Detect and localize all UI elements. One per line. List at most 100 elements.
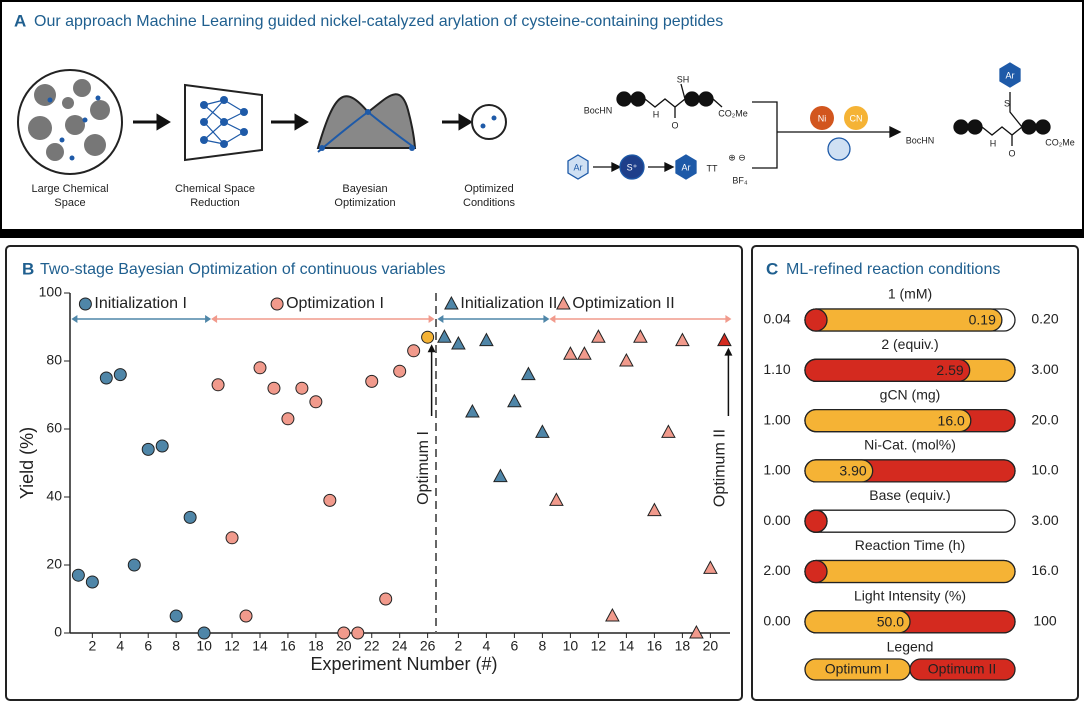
point <box>591 329 606 343</box>
bar-segment <box>804 559 828 584</box>
point <box>127 558 141 572</box>
x-tick-label: 8 <box>172 638 180 654</box>
span-arrowhead <box>211 315 218 323</box>
point <box>309 395 323 409</box>
x-tick-label: 20 <box>703 638 719 654</box>
panel-a-frame <box>0 0 1084 232</box>
chem-label: CO₂Me <box>718 108 748 118</box>
point <box>703 560 718 574</box>
bar-min: 1.00 <box>763 411 790 427</box>
chart-title: Two-stage Bayesian Optimization of conti… <box>40 261 446 278</box>
legend-label: Optimization I <box>286 295 384 312</box>
bar-min: 0.00 <box>763 613 790 629</box>
point <box>71 568 85 582</box>
bar-segment <box>804 559 1016 584</box>
point <box>451 335 466 350</box>
x-tick-label: 18 <box>308 638 324 654</box>
chem-label: SH <box>677 74 690 84</box>
x-tick-label: 16 <box>280 638 296 654</box>
chem-label: Ar <box>1006 70 1015 80</box>
bar-value-label: 2.59 <box>936 362 963 378</box>
step-label: Reduction <box>190 197 240 209</box>
bar-name: Ni-Cat. (mol%) <box>864 437 956 453</box>
point <box>379 592 393 606</box>
step-label: Large Chemical <box>31 183 108 195</box>
step-label: Space <box>54 197 85 209</box>
bar-segment <box>804 509 828 533</box>
legend-marker <box>444 295 459 310</box>
step-label: Optimized <box>464 183 514 195</box>
y-axis-label: Yield (%) <box>17 427 37 499</box>
bar-min: 0.04 <box>763 311 790 327</box>
y-tick-label: 40 <box>46 488 62 504</box>
point <box>647 502 662 517</box>
point <box>689 624 704 639</box>
point <box>605 607 620 622</box>
bar-segment <box>804 308 828 332</box>
legend-swatch <box>909 658 1016 681</box>
chem-label: H <box>653 109 660 119</box>
point <box>717 332 732 347</box>
panel-c-frame <box>751 245 1079 701</box>
point <box>465 403 480 418</box>
x-tick-label: 20 <box>336 638 352 654</box>
x-tick-label: 12 <box>591 638 607 654</box>
bar-max: 3.00 <box>1031 361 1058 377</box>
chem-label: H <box>990 138 997 148</box>
legend-label: Initialization II <box>460 295 557 312</box>
bar-name: 1 (mM) <box>888 286 932 302</box>
panel-title: ML-refined reaction conditions <box>786 261 1000 278</box>
point <box>225 531 239 545</box>
bar-max: 3.00 <box>1031 512 1058 528</box>
span-arrowhead <box>543 315 550 323</box>
y-tick-label: 80 <box>46 352 62 368</box>
chem-label: S⁺ <box>627 162 638 172</box>
chem-label: TT <box>707 163 718 173</box>
span-arrowhead <box>725 315 732 323</box>
chem-label: Ar <box>574 162 583 172</box>
bar-max: 20.0 <box>1031 411 1058 427</box>
legend-marker <box>78 297 92 311</box>
step-label: Conditions <box>463 197 515 209</box>
bar-max: 10.0 <box>1031 462 1058 478</box>
x-tick-label: 8 <box>539 638 547 654</box>
x-tick-label: 22 <box>364 638 380 654</box>
panel-title: Our approach Machine Learning guided nic… <box>34 13 723 30</box>
panel-b-frame <box>5 245 743 701</box>
chem-label: BocHN <box>584 105 613 115</box>
y-tick-label: 20 <box>46 556 62 572</box>
point <box>267 381 281 395</box>
bar-min: 2.00 <box>763 562 790 578</box>
point <box>633 329 648 343</box>
point <box>183 510 197 524</box>
annotation: Optimum I <box>415 431 432 505</box>
chemical-space-icon <box>17 69 123 175</box>
bar-name: Base (equiv.) <box>869 487 950 503</box>
span-arrowhead <box>437 315 444 323</box>
reduction-icon <box>184 83 263 162</box>
bar-segment <box>804 459 874 483</box>
workflow-arrows <box>133 113 473 131</box>
bar-max: 100 <box>1033 613 1057 629</box>
legend-marker <box>270 297 284 311</box>
legend-label: Optimum II <box>928 661 996 677</box>
point <box>563 346 578 360</box>
x-tick-label: 24 <box>392 638 408 654</box>
point <box>437 329 452 343</box>
legend-marker <box>556 295 571 310</box>
point <box>577 346 592 360</box>
x-tick-label: 10 <box>196 638 212 654</box>
point <box>141 442 155 456</box>
legend-label: Initialization I <box>94 295 186 312</box>
x-tick-label: 16 <box>647 638 663 654</box>
point <box>351 626 365 640</box>
span-arrowhead <box>205 315 212 323</box>
bar-min: 0.00 <box>763 512 790 528</box>
y-tick-label: 100 <box>39 284 63 300</box>
x-tick-label: 12 <box>224 638 240 654</box>
chem-label: O <box>671 120 678 130</box>
legend-label: Optimization II <box>572 295 674 312</box>
chem-label: Ni <box>818 113 827 123</box>
point <box>393 364 407 378</box>
point <box>323 493 337 507</box>
